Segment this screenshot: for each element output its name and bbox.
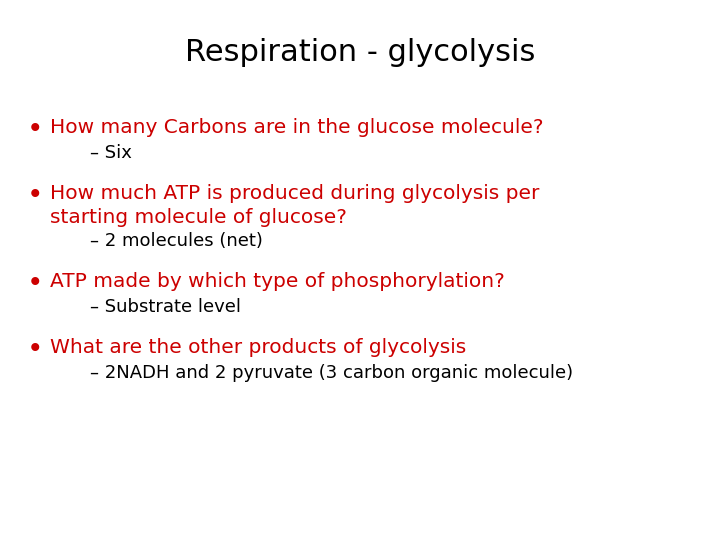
Text: Respiration - glycolysis: Respiration - glycolysis <box>185 38 535 67</box>
Text: How many Carbons are in the glucose molecule?: How many Carbons are in the glucose mole… <box>50 118 544 137</box>
Text: How much ATP is produced during glycolysis per
starting molecule of glucose?: How much ATP is produced during glycolys… <box>50 184 539 227</box>
Text: •: • <box>28 184 42 207</box>
Text: – 2 molecules (net): – 2 molecules (net) <box>90 232 263 250</box>
Text: •: • <box>28 118 42 141</box>
Text: – Substrate level: – Substrate level <box>90 298 241 316</box>
Text: What are the other products of glycolysis: What are the other products of glycolysi… <box>50 338 467 357</box>
Text: – Six: – Six <box>90 144 132 162</box>
Text: – 2NADH and 2 pyruvate (3 carbon organic molecule): – 2NADH and 2 pyruvate (3 carbon organic… <box>90 364 573 382</box>
Text: •: • <box>28 338 42 361</box>
Text: ATP made by which type of phosphorylation?: ATP made by which type of phosphorylatio… <box>50 272 505 291</box>
Text: •: • <box>28 272 42 295</box>
